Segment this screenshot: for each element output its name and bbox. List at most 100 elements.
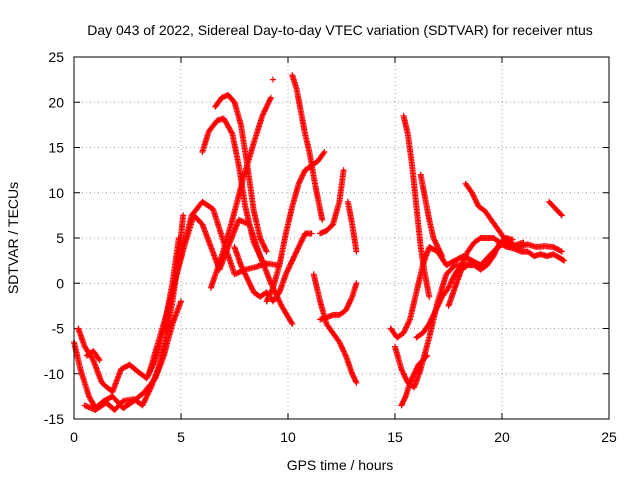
plus-marker (265, 98, 272, 105)
x-tick-label: 15 (387, 429, 403, 445)
series-track-v (417, 171, 446, 260)
plus-marker (289, 320, 296, 327)
plus-marker (308, 230, 315, 237)
plus-marker (448, 277, 455, 284)
chart-title: Day 043 of 2022, Sidereal Day-to-day VTE… (87, 22, 593, 38)
plus-marker (439, 253, 446, 260)
plus-marker (492, 249, 499, 256)
plus-marker (267, 96, 274, 103)
plus-marker (244, 277, 251, 284)
plus-marker (343, 306, 350, 313)
plus-marker (428, 315, 435, 322)
plus-marker (428, 316, 435, 323)
plus-marker (472, 197, 479, 204)
plus-marker (338, 344, 345, 351)
plus-marker (402, 375, 409, 382)
series-track-c (81, 212, 187, 413)
plus-marker (286, 263, 293, 270)
plus-marker (253, 245, 260, 252)
plus-marker (287, 261, 294, 268)
plus-marker (432, 308, 439, 315)
plus-marker (266, 291, 273, 298)
plus-marker (262, 105, 269, 112)
plus-marker (239, 266, 246, 273)
plus-marker (430, 311, 437, 318)
plus-marker (448, 279, 455, 286)
plus-marker (252, 243, 259, 250)
plus-marker (298, 173, 305, 180)
plus-marker (288, 258, 295, 265)
series-track-t (400, 112, 433, 300)
plus-marker (561, 257, 568, 264)
plus-marker (449, 276, 456, 283)
plus-marker (142, 396, 149, 403)
plus-marker (139, 402, 146, 409)
plus-marker (140, 401, 147, 408)
plus-marker (435, 301, 442, 308)
plus-marker (246, 279, 253, 286)
plus-marker (143, 375, 150, 382)
plus-marker (495, 242, 502, 249)
plus-marker (249, 286, 256, 293)
plus-marker (287, 260, 294, 267)
plus-marker (345, 301, 352, 308)
plus-marker (296, 177, 303, 184)
plus-marker (144, 391, 151, 398)
plus-marker (432, 307, 439, 314)
series-track-s (398, 352, 431, 409)
plus-marker (429, 314, 436, 321)
plus-marker (95, 355, 102, 362)
plus-marker (144, 373, 151, 380)
plus-marker (293, 249, 300, 256)
plus-marker (146, 387, 153, 394)
series-track-n (317, 280, 360, 323)
plus-marker (298, 238, 305, 245)
x-tick-label: 20 (494, 429, 510, 445)
plus-marker (254, 247, 261, 254)
plus-marker (262, 245, 269, 252)
plus-marker (319, 216, 326, 223)
plus-marker (260, 110, 267, 117)
plus-marker (261, 244, 268, 251)
plus-marker (460, 258, 467, 265)
plus-marker (256, 250, 263, 257)
plus-marker (259, 240, 266, 247)
plus-marker (294, 246, 301, 253)
plus-marker (243, 273, 250, 280)
data-series (71, 72, 568, 413)
plus-marker (558, 248, 565, 255)
plus-marker (321, 149, 328, 156)
plus-marker (446, 283, 453, 290)
plus-marker (404, 321, 411, 328)
plus-marker (259, 111, 266, 118)
plus-marker (141, 398, 148, 405)
x-axis-label: GPS time / hours (287, 457, 394, 473)
plus-marker (340, 348, 347, 355)
plus-marker (262, 261, 269, 268)
plus-marker (403, 323, 410, 330)
x-tick-label: 0 (70, 429, 78, 445)
plus-marker (470, 193, 477, 200)
plus-marker (433, 306, 440, 313)
plus-marker (286, 264, 293, 271)
plus-marker (297, 176, 304, 183)
plus-marker (557, 247, 564, 254)
plus-marker (401, 373, 408, 380)
plus-marker (264, 296, 271, 303)
plus-marker (493, 246, 500, 253)
plus-marker (265, 100, 272, 107)
y-tick-label: 15 (48, 140, 64, 156)
plus-marker (348, 295, 355, 302)
series-track-j (231, 230, 315, 305)
plus-marker (299, 235, 306, 242)
plus-marker (144, 392, 151, 399)
plus-marker (270, 76, 277, 83)
plus-marker (250, 239, 257, 246)
plus-marker (450, 273, 457, 280)
plus-marker (506, 238, 513, 245)
plus-marker (472, 196, 479, 203)
plus-marker (140, 399, 147, 406)
plus-marker (424, 352, 431, 359)
plus-marker (142, 395, 149, 402)
plus-marker (269, 286, 276, 293)
